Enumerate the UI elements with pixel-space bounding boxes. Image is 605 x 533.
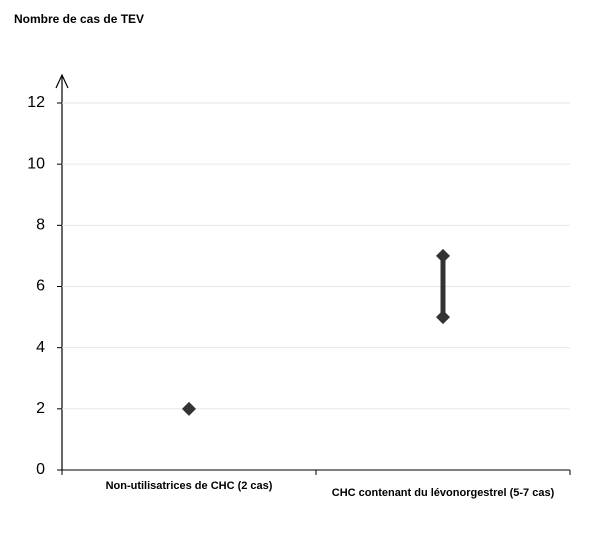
y-axis-arrow [55,73,69,89]
point [436,248,450,263]
x-tick-label: Non-utilisatrices de CHC (2 cas) [106,480,273,492]
y-tick-label: 12 [27,94,45,111]
y-tick-label: 2 [36,400,45,417]
point [182,401,196,416]
y-tick-label: 8 [36,217,45,234]
point [436,310,450,325]
x-tick-label: CHC contenant du lévonorgestrel (5-7 cas… [332,487,555,499]
y-tick-label: 10 [27,155,45,172]
y-tick-label: 4 [36,339,45,356]
y-tick-label: 0 [36,461,45,478]
chart-title: Nombre de cas de TEV [14,12,144,26]
y-tick-label: 6 [36,278,45,295]
